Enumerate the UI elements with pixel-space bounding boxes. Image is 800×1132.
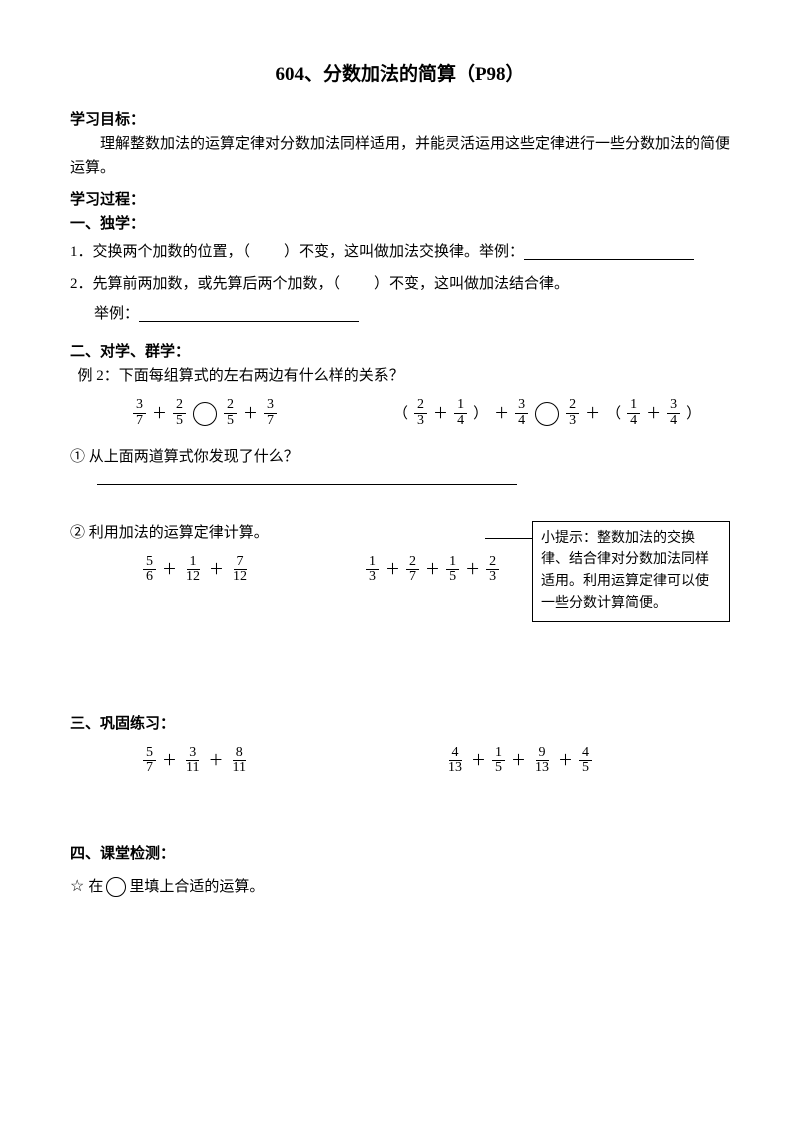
q2-example-blank[interactable]: [139, 306, 359, 322]
discover-blank[interactable]: [97, 469, 517, 485]
section-1-heading: 一、独学：: [70, 212, 730, 236]
plus: ＋: [558, 749, 573, 773]
frac: 15: [492, 746, 505, 776]
question-1: 1．交换两个加数的位置，（ ）不变，这叫做加法交换律。举例：: [70, 240, 730, 264]
expr-group-b: （ 23 ＋ 14 ） ＋ 34 23 ＋ （ 14 ＋ 34 ）: [390, 398, 704, 428]
practice-row: 57 ＋ 311 ＋ 811 413 ＋ 15 ＋ 913 ＋ 45: [70, 746, 730, 776]
frac: 56: [143, 555, 156, 585]
frac: 34: [515, 398, 528, 428]
plus: ＋: [162, 749, 177, 773]
frac: 25: [224, 398, 237, 428]
answer-circle[interactable]: [106, 877, 126, 897]
plus: ＋: [585, 402, 600, 426]
plus: ＋: [209, 749, 224, 773]
plus: ＋: [511, 749, 526, 773]
frac: 913: [532, 746, 552, 776]
plus: ＋: [162, 558, 177, 582]
frac: 23: [414, 398, 427, 428]
q2-example-label: 举例：: [94, 302, 139, 326]
compare-circle[interactable]: [535, 402, 559, 426]
frac: 311: [183, 746, 202, 776]
q1-blank-paren[interactable]: [250, 240, 284, 264]
discover-question: ① 从上面两道算式你发现了什么？: [70, 445, 730, 469]
plus: ＋: [243, 402, 258, 426]
goal-heading: 学习目标：: [70, 108, 730, 132]
q2-text-b: ）不变，这叫做加法结合律。: [374, 272, 569, 296]
frac: 14: [454, 398, 467, 428]
expr-group-a: 37 ＋ 25 25 ＋ 37: [130, 398, 280, 428]
frac: 13: [366, 555, 379, 585]
plus: ＋: [209, 558, 224, 582]
plus: ＋: [646, 402, 661, 426]
compare-circle[interactable]: [193, 402, 217, 426]
q1-text-a: 1．交换两个加数的位置，（: [70, 240, 250, 264]
lparen: （: [393, 402, 408, 426]
frac: 712: [230, 555, 250, 585]
rparen: ）: [473, 402, 488, 426]
frac: 15: [446, 555, 459, 585]
lparen: （: [606, 402, 621, 426]
frac: 27: [406, 555, 419, 585]
star-icon: ☆: [70, 874, 84, 900]
q2-text-a: 2．先算前两加数，或先算后两个加数，（: [70, 272, 340, 296]
plus: ＋: [465, 558, 480, 582]
frac: 34: [667, 398, 680, 428]
q1-text-b: ）不变，这叫做加法交换律。举例：: [284, 240, 524, 264]
frac: 45: [579, 746, 592, 776]
section-4-question: ☆ 在 里填上合适的运算。: [70, 874, 730, 900]
hint-text: 小提示：整数加法的交换律、结合律对分数加法同样适用。利用运算定律可以使一些分数计…: [541, 531, 709, 611]
frac: 37: [264, 398, 277, 428]
frac: 811: [230, 746, 249, 776]
plus: ＋: [471, 749, 486, 773]
plus: ＋: [425, 558, 440, 582]
example-2-lead: 例 2：下面每组算式的左右两边有什么样的关系？: [78, 364, 731, 388]
calc-2: 13 ＋ 27 ＋ 15 ＋ 23: [363, 555, 502, 585]
calc-1: 56 ＋ 112 ＋ 712: [140, 555, 253, 585]
question-2-example: 举例：: [94, 302, 730, 326]
frac: 37: [133, 398, 146, 428]
frac: 413: [445, 746, 465, 776]
plus: ＋: [385, 558, 400, 582]
s4-text-a: 在: [88, 875, 103, 899]
frac: 25: [173, 398, 186, 428]
process-heading: 学习过程：: [70, 188, 730, 212]
question-2: 2．先算前两加数，或先算后两个加数，（ ）不变，这叫做加法结合律。: [70, 272, 730, 296]
s4-text-b: 里填上合适的运算。: [129, 875, 264, 899]
section-3-heading: 三、巩固练习：: [70, 712, 730, 736]
practice-1: 57 ＋ 311 ＋ 811: [140, 746, 252, 776]
frac: 112: [183, 555, 203, 585]
use-law-row: ② 利用加法的运算定律计算。 56 ＋ 112 ＋ 712 13 ＋ 27 ＋ …: [70, 521, 730, 622]
plus: ＋: [494, 402, 509, 426]
use-law-question: ② 利用加法的运算定律计算。: [70, 521, 532, 545]
frac: 57: [143, 746, 156, 776]
page-title: 604、分数加法的简算（P98）: [70, 60, 730, 90]
section-4-heading: 四、课堂检测：: [70, 842, 730, 866]
frac: 23: [566, 398, 579, 428]
section-2-heading: 二、对学、群学：: [70, 340, 730, 364]
q2-blank-paren[interactable]: [340, 272, 374, 296]
rparen: ）: [686, 402, 701, 426]
q1-example-blank[interactable]: [524, 244, 694, 260]
plus: ＋: [433, 402, 448, 426]
plus: ＋: [152, 402, 167, 426]
practice-2: 413 ＋ 15 ＋ 913 ＋ 45: [442, 746, 595, 776]
frac: 23: [486, 555, 499, 585]
example-2-expressions: 37 ＋ 25 25 ＋ 37 （ 23 ＋ 14 ） ＋ 34 23 ＋ （ …: [70, 398, 730, 428]
hint-box: 小提示：整数加法的交换律、结合律对分数加法同样适用。利用运算定律可以使一些分数计…: [532, 521, 730, 622]
frac: 14: [627, 398, 640, 428]
hint-leader-line: [485, 538, 533, 539]
goal-body: 理解整数加法的运算定律对分数加法同样适用，并能灵活运用这些定律进行一些分数加法的…: [70, 132, 730, 180]
